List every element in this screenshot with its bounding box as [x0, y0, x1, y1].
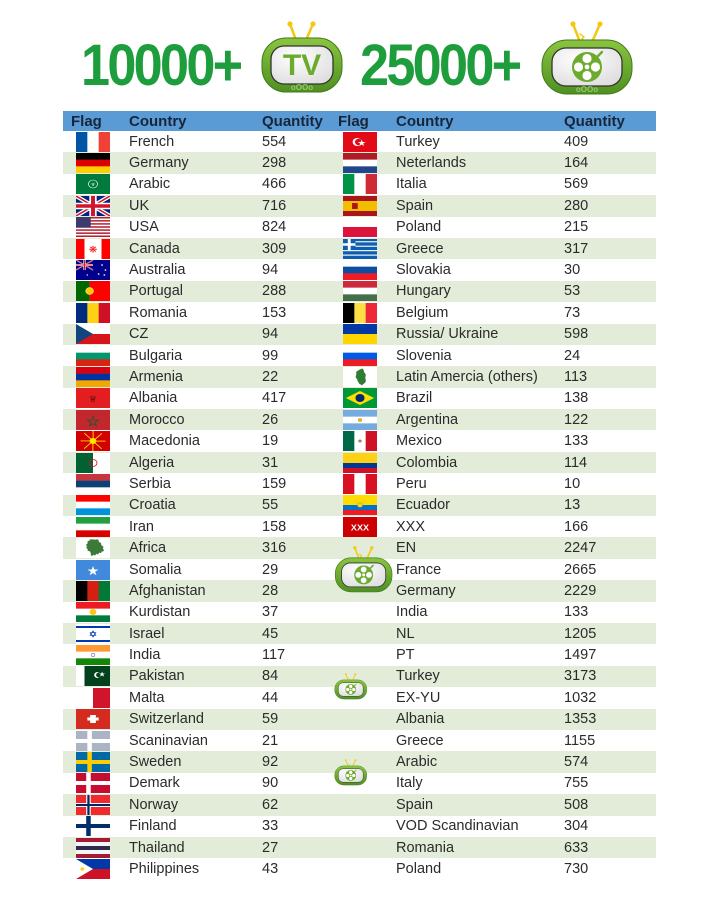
- svg-text:XXX: XXX: [351, 523, 369, 532]
- svg-text:♕: ♕: [89, 394, 97, 403]
- svg-text:⚜: ⚜: [91, 183, 96, 189]
- svg-text:❋: ❋: [89, 245, 98, 255]
- svg-text:TV: TV: [283, 49, 321, 82]
- svg-text:oOOo: oOOo: [576, 85, 598, 94]
- svg-text:oOOo: oOOo: [291, 83, 313, 92]
- svg-text:☾: ☾: [91, 461, 96, 467]
